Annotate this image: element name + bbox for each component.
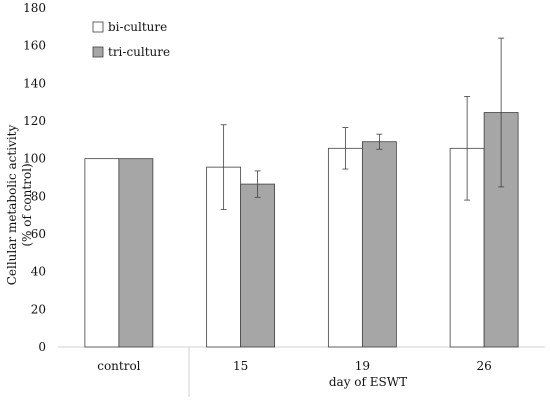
bar-tri-culture-control bbox=[118, 158, 154, 348]
bar-tri-culture-15 bbox=[240, 183, 276, 348]
error-bars bbox=[220, 37, 505, 210]
x-tick-label: 15 bbox=[233, 359, 248, 373]
y-tick-label: 100 bbox=[23, 152, 46, 166]
y-tick-label: 80 bbox=[31, 189, 46, 203]
bar-tri-culture-19 bbox=[361, 141, 397, 348]
y-tick-label: 40 bbox=[31, 265, 46, 279]
legend-label-bi-culture: bi-culture bbox=[108, 20, 167, 34]
y-axis-title-line1: Cellular metabolic activity bbox=[5, 125, 19, 286]
y-tick-label: 60 bbox=[31, 227, 46, 241]
y-tick-label: 160 bbox=[23, 39, 46, 53]
legend-swatch-tri-culture bbox=[92, 46, 104, 58]
y-tick-label: 20 bbox=[31, 302, 46, 316]
legend-label-tri-culture: tri-culture bbox=[108, 45, 170, 59]
x-tick-label: 26 bbox=[476, 359, 491, 373]
y-tick-label: 120 bbox=[23, 114, 46, 128]
y-axis-title-line2: (% of control) bbox=[20, 163, 34, 246]
x-tick-label: control bbox=[97, 359, 140, 373]
bar-bi-culture-15 bbox=[206, 166, 242, 348]
legend-swatch-bi-culture bbox=[92, 21, 104, 33]
x-axis: control 15 19 26 bbox=[58, 346, 545, 397]
bars bbox=[84, 112, 519, 348]
y-tick-label: 140 bbox=[23, 76, 46, 90]
x-axis-title: day of ESWT bbox=[329, 375, 407, 389]
y-tick-label: 180 bbox=[23, 1, 46, 15]
bar-bi-culture-19 bbox=[327, 147, 363, 348]
y-tick-label: 0 bbox=[38, 340, 46, 354]
y-axis: 0 20 40 60 80 100 120 140 160 180 bbox=[23, 1, 46, 354]
legend: bi-culture tri-culture bbox=[92, 20, 170, 59]
x-tick-label: 19 bbox=[355, 359, 370, 373]
bar-bi-culture-control bbox=[84, 158, 120, 348]
